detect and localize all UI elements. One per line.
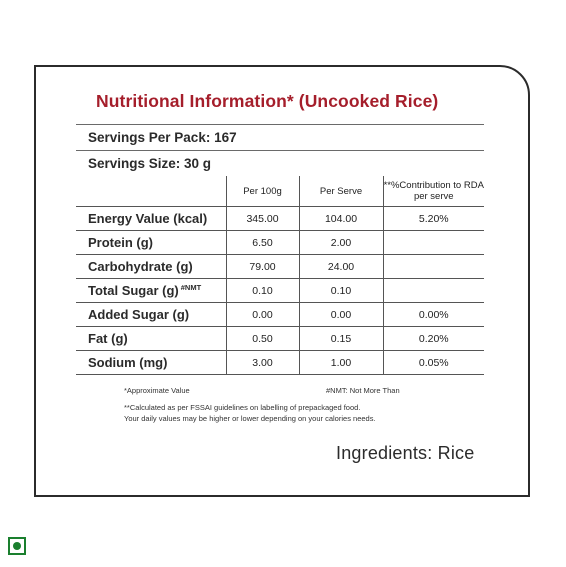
nutrient-name: Carbohydrate (g) xyxy=(76,254,227,279)
divider xyxy=(76,150,484,151)
nutrition-table: Per 100g Per Serve **%Contribution to RD… xyxy=(76,176,484,375)
value-per-100g: 3.00 xyxy=(225,350,300,375)
column-header-per-100g: Per 100g xyxy=(225,176,300,207)
value-rda: 0.05% xyxy=(382,350,484,375)
servings-per-pack: Servings Per Pack: 167 xyxy=(88,130,237,145)
nutrient-name: Protein (g) xyxy=(76,230,227,255)
table-row: Sodium (mg) 3.00 1.00 0.05% xyxy=(76,350,484,375)
value-per-serve: 1.00 xyxy=(298,350,384,375)
value-per-serve: 24.00 xyxy=(298,254,384,279)
value-rda xyxy=(382,254,484,279)
column-header-nutrient xyxy=(76,176,227,207)
serving-size: Servings Size: 30 g xyxy=(88,156,212,171)
nutrient-name: Fat (g) xyxy=(76,326,227,351)
nutrient-name-cell: Total Sugar (g) #NMT xyxy=(76,278,227,303)
value-per-100g: 0.10 xyxy=(225,278,300,303)
divider xyxy=(76,124,484,125)
veg-mark-icon xyxy=(8,537,26,555)
value-per-100g: 345.00 xyxy=(225,206,300,231)
value-per-serve: 0.15 xyxy=(298,326,384,351)
column-header-per-serve: Per Serve xyxy=(298,176,384,207)
nutrient-name: Sodium (mg) xyxy=(76,350,227,375)
value-rda: 0.20% xyxy=(382,326,484,351)
value-per-100g: 79.00 xyxy=(225,254,300,279)
veg-mark-dot xyxy=(13,542,21,550)
nutrient-name: Energy Value (kcal) xyxy=(76,206,227,231)
table-row: Carbohydrate (g) 79.00 24.00 xyxy=(76,254,484,279)
value-per-serve: 104.00 xyxy=(298,206,384,231)
value-rda xyxy=(382,230,484,255)
value-per-100g: 0.50 xyxy=(225,326,300,351)
value-per-serve: 0.10 xyxy=(298,278,384,303)
nmt-mark: #NMT xyxy=(180,283,202,292)
column-header-rda: **%Contribution to RDA per serve xyxy=(382,176,484,207)
footnote-fssai-line1: **Calculated as per FSSAI guidelines on … xyxy=(124,403,361,412)
table-row: Added Sugar (g) 0.00 0.00 0.00% xyxy=(76,302,484,327)
value-per-100g: 0.00 xyxy=(225,302,300,327)
table-row: Energy Value (kcal) 345.00 104.00 5.20% xyxy=(76,206,484,231)
value-rda: 5.20% xyxy=(382,206,484,231)
value-per-serve: 0.00 xyxy=(298,302,384,327)
value-rda xyxy=(382,278,484,303)
value-rda: 0.00% xyxy=(382,302,484,327)
table-row: Protein (g) 6.50 2.00 xyxy=(76,230,484,255)
ingredients: Ingredients: Rice xyxy=(336,443,475,463)
footnote-fssai-line2: Your daily values may be higher or lower… xyxy=(124,414,376,423)
footnote-nmt: #NMT: Not More Than xyxy=(326,386,400,395)
nutrition-label-card: Nutritional Information* (Uncooked Rice)… xyxy=(34,65,530,497)
nutrient-name: Total Sugar (g) xyxy=(88,283,179,298)
footnote-approximate: *Approximate Value xyxy=(124,386,190,395)
nutrient-name: Added Sugar (g) xyxy=(76,302,227,327)
table-row: Total Sugar (g) #NMT 0.10 0.10 xyxy=(76,278,484,303)
label-title: Nutritional Information* (Uncooked Rice) xyxy=(96,91,439,111)
value-per-100g: 6.50 xyxy=(225,230,300,255)
table-row: Fat (g) 0.50 0.15 0.20% xyxy=(76,326,484,351)
value-per-serve: 2.00 xyxy=(298,230,384,255)
table-header-row: Per 100g Per Serve **%Contribution to RD… xyxy=(76,176,484,207)
